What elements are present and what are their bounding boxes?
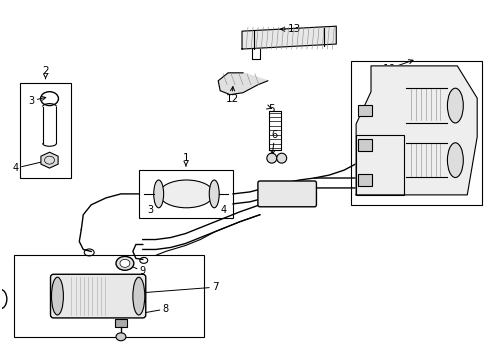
Text: 5: 5 [266,104,275,113]
Text: 12: 12 [225,87,238,104]
Polygon shape [242,26,336,49]
Polygon shape [41,152,58,168]
Text: 10: 10 [382,60,412,74]
Text: 3: 3 [147,205,154,215]
Polygon shape [355,66,476,195]
Ellipse shape [159,180,213,208]
Bar [357,105,371,117]
Ellipse shape [447,143,462,177]
Text: 4: 4 [13,160,46,173]
Text: 6: 6 [270,130,277,154]
Bar [139,170,233,218]
Ellipse shape [116,256,134,270]
Bar [14,255,204,337]
Text: 2: 2 [42,66,49,78]
Text: 6: 6 [0,359,1,360]
Ellipse shape [51,277,63,315]
Ellipse shape [276,153,286,163]
FancyBboxPatch shape [50,274,145,318]
Ellipse shape [266,153,276,163]
Text: 13: 13 [280,24,301,34]
Ellipse shape [120,260,130,267]
Ellipse shape [153,180,163,208]
Ellipse shape [116,333,126,341]
Text: 8: 8 [124,304,168,318]
Text: 1: 1 [183,153,189,166]
Bar [357,174,371,186]
Text: 7: 7 [102,282,218,298]
Bar [350,61,481,205]
Bar [357,139,371,151]
Bar [20,83,71,178]
Ellipse shape [447,88,462,123]
Ellipse shape [209,180,219,208]
Ellipse shape [133,277,144,315]
Polygon shape [218,73,267,95]
Text: 3: 3 [28,96,46,105]
FancyBboxPatch shape [257,181,316,207]
Bar [115,319,127,327]
Text: 11: 11 [396,84,432,123]
Text: 4: 4 [220,205,226,215]
Bar [355,135,403,195]
Text: 9: 9 [128,265,145,276]
